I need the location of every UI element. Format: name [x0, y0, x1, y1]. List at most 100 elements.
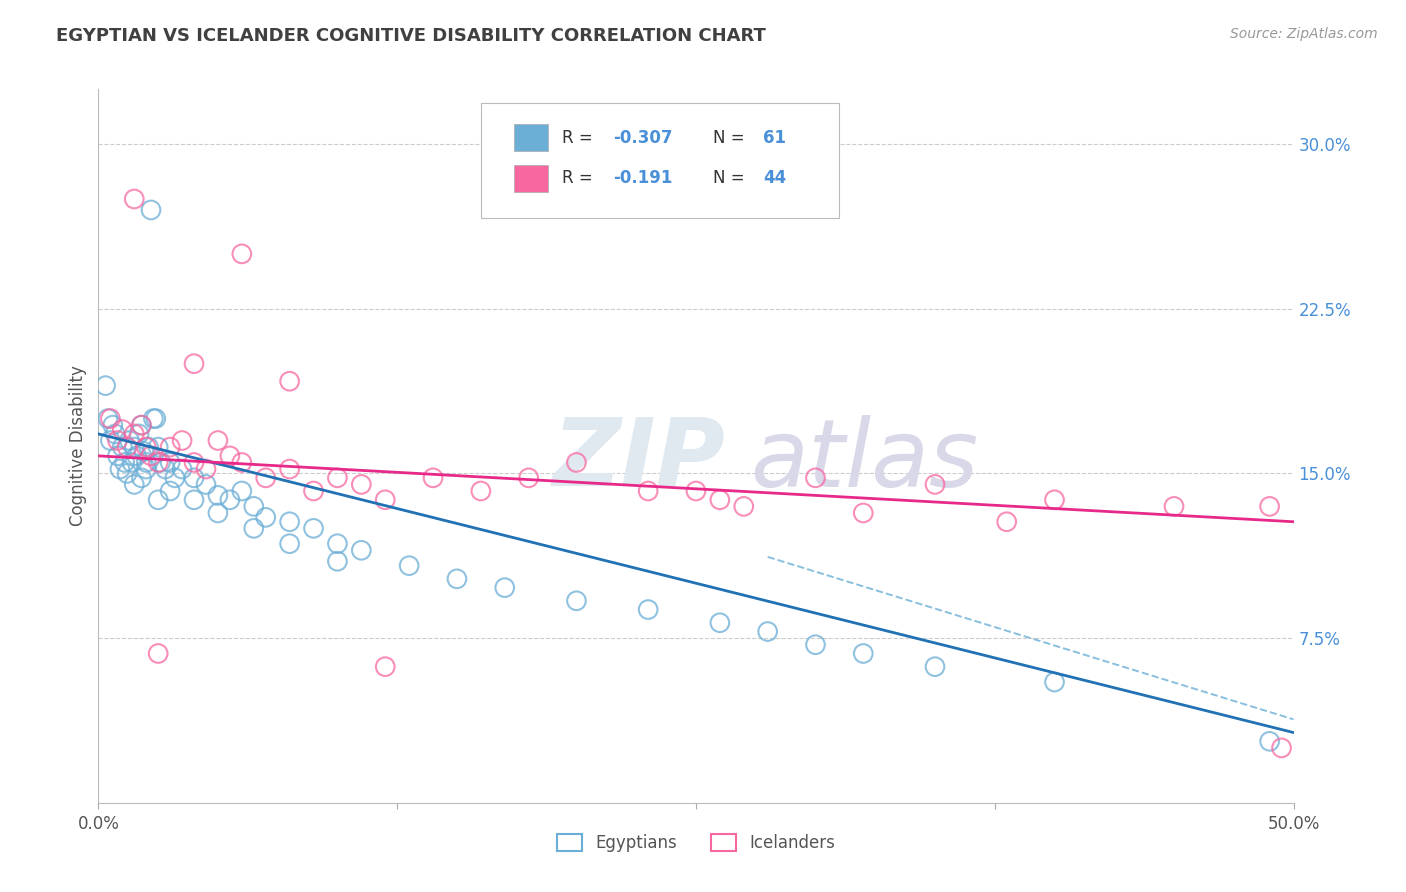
- Point: [104, 426, 127, 441]
- Point: [804, 638, 827, 652]
- Point: [804, 471, 827, 485]
- Point: [142, 411, 165, 425]
- Point: [111, 440, 134, 454]
- Point: [243, 500, 266, 514]
- Point: [326, 554, 349, 568]
- Point: [148, 492, 170, 507]
- Point: [138, 440, 160, 454]
- Point: [207, 506, 229, 520]
- Point: [231, 455, 253, 469]
- Point: [172, 462, 194, 476]
- Point: [350, 543, 373, 558]
- Point: [149, 455, 172, 469]
- Point: [94, 378, 117, 392]
- Point: [243, 521, 266, 535]
- Point: [207, 488, 229, 502]
- Point: [709, 492, 731, 507]
- Text: -0.307: -0.307: [613, 128, 673, 146]
- Point: [163, 471, 186, 485]
- Point: [111, 423, 134, 437]
- Point: [183, 357, 205, 371]
- Point: [852, 506, 875, 520]
- Point: [159, 455, 181, 469]
- Text: -0.191: -0.191: [613, 169, 673, 187]
- Point: [231, 247, 253, 261]
- Point: [98, 434, 122, 448]
- Point: [422, 471, 444, 485]
- Point: [254, 510, 277, 524]
- Point: [159, 440, 181, 454]
- Point: [101, 418, 124, 433]
- Point: [114, 455, 136, 469]
- Point: [159, 483, 181, 498]
- Point: [139, 202, 162, 217]
- Point: [195, 477, 218, 491]
- Point: [350, 477, 373, 491]
- Point: [219, 492, 242, 507]
- Point: [97, 411, 120, 425]
- Point: [128, 426, 150, 441]
- Point: [124, 477, 146, 491]
- Text: Source: ZipAtlas.com: Source: ZipAtlas.com: [1230, 27, 1378, 41]
- Text: 61: 61: [763, 128, 786, 146]
- Point: [685, 483, 707, 498]
- Point: [565, 594, 588, 608]
- FancyBboxPatch shape: [481, 103, 839, 218]
- Legend: Egyptians, Icelanders: Egyptians, Icelanders: [551, 827, 841, 859]
- Point: [148, 440, 170, 454]
- Point: [374, 659, 396, 673]
- Point: [470, 483, 492, 498]
- Point: [302, 521, 325, 535]
- Point: [135, 462, 157, 476]
- Point: [125, 449, 148, 463]
- Point: [195, 462, 218, 476]
- Point: [278, 537, 301, 551]
- Point: [278, 515, 301, 529]
- Text: R =: R =: [562, 169, 598, 187]
- Point: [494, 581, 516, 595]
- Point: [132, 444, 155, 458]
- Point: [172, 434, 194, 448]
- Point: [1258, 734, 1281, 748]
- Point: [231, 483, 253, 498]
- Point: [326, 471, 349, 485]
- Point: [1163, 500, 1185, 514]
- Point: [131, 418, 153, 433]
- Point: [124, 440, 146, 454]
- Point: [278, 462, 301, 476]
- Point: [121, 455, 143, 469]
- Text: EGYPTIAN VS ICELANDER COGNITIVE DISABILITY CORRELATION CHART: EGYPTIAN VS ICELANDER COGNITIVE DISABILI…: [56, 27, 766, 45]
- Point: [183, 455, 205, 469]
- Point: [139, 449, 162, 463]
- Point: [565, 455, 588, 469]
- Point: [107, 434, 129, 448]
- Point: [135, 440, 157, 454]
- FancyBboxPatch shape: [515, 124, 548, 152]
- Point: [637, 602, 659, 616]
- Point: [135, 455, 157, 469]
- Point: [183, 471, 205, 485]
- Point: [183, 492, 205, 507]
- Point: [924, 659, 946, 673]
- Point: [131, 418, 153, 433]
- Point: [637, 483, 659, 498]
- Point: [326, 537, 349, 551]
- Point: [115, 467, 138, 481]
- Point: [756, 624, 779, 639]
- Point: [155, 462, 177, 476]
- Point: [1043, 492, 1066, 507]
- Point: [1258, 500, 1281, 514]
- Text: ZIP: ZIP: [553, 414, 725, 507]
- Point: [148, 647, 170, 661]
- Point: [517, 471, 540, 485]
- Point: [124, 192, 146, 206]
- Point: [124, 426, 146, 441]
- Point: [709, 615, 731, 630]
- Point: [107, 449, 129, 463]
- Point: [302, 483, 325, 498]
- Point: [924, 477, 946, 491]
- Text: atlas: atlas: [749, 415, 979, 506]
- FancyBboxPatch shape: [515, 165, 548, 192]
- Text: 44: 44: [763, 169, 786, 187]
- Point: [207, 434, 229, 448]
